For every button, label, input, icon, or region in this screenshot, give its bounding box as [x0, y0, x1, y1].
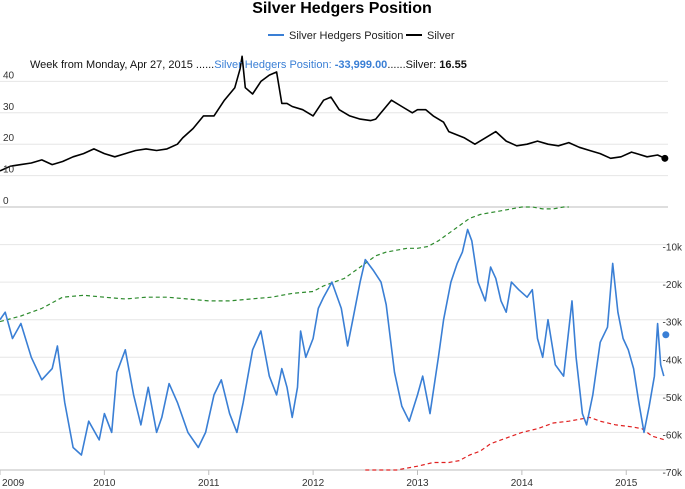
series-line-silver[interactable] — [0, 55, 666, 172]
series-line-dashed-band-2[interactable] — [0, 206, 569, 323]
silver-tick-label: 40 — [3, 70, 15, 81]
x-tick-label: 2012 — [302, 478, 325, 489]
hedgers-tick-label: -50k — [663, 393, 683, 404]
hedgers-tick-label: -70k — [663, 468, 683, 479]
hedgers-tick-label: -20k — [663, 280, 683, 291]
hedgers-axis-ticks: -10k -20k -30k -40k -50k -60k -70k — [663, 243, 683, 479]
hedgers-tick-label: -40k — [663, 355, 683, 366]
hedgers-hover-marker — [662, 331, 670, 339]
hedgers-tick-label: -60k — [663, 430, 683, 441]
hover-markers — [661, 154, 670, 339]
series-layer — [0, 55, 666, 471]
tooltip-prefix: Week from Monday, Apr 27, 2015 ...... — [30, 59, 214, 71]
tooltip: Week from Monday, Apr 27, 2015 ......Sil… — [30, 59, 467, 71]
x-axis-ticks: 2009 2010 2011 2012 2013 2014 2015 — [0, 470, 638, 489]
tooltip-hedgers-value: -33,999.00 — [335, 59, 388, 71]
silver-tick-label: 20 — [3, 133, 15, 144]
svg-text:Week from Monday, Apr 27, 2015: Week from Monday, Apr 27, 2015 ......Sil… — [30, 59, 467, 71]
legend[interactable]: Silver Hedgers Position Silver — [268, 30, 455, 42]
silver-tick-label: 0 — [3, 196, 9, 207]
tooltip-sep: ......Silver: — [387, 59, 439, 71]
x-tick-label: 2015 — [615, 478, 638, 489]
series-line-silver-hedgers-position[interactable] — [0, 228, 665, 456]
tooltip-hedgers-label: Silver Hedgers Position: — [214, 59, 334, 71]
legend-label-silver[interactable]: Silver — [427, 30, 455, 42]
x-tick-label: 2010 — [93, 478, 116, 489]
silver-tick-label: 10 — [3, 165, 15, 176]
hedgers-tick-label: -10k — [663, 243, 683, 254]
x-tick-label: 2009 — [2, 478, 25, 489]
x-tick-label: 2011 — [198, 478, 220, 489]
hedgers-tick-label: -30k — [663, 318, 683, 329]
chart-title: Silver Hedgers Position — [252, 0, 432, 17]
silver-gridlines — [0, 80, 668, 208]
x-tick-label: 2014 — [511, 478, 534, 489]
silver-tick-label: 30 — [3, 102, 15, 113]
x-tick-label: 2013 — [406, 478, 429, 489]
silver-hover-marker — [661, 154, 669, 162]
tooltip-silver-value: 16.55 — [439, 59, 467, 71]
legend-label-hedgers[interactable]: Silver Hedgers Position — [289, 30, 403, 42]
series-line-dashed-band-3[interactable] — [365, 416, 666, 471]
silver-axis-ticks: 0 10 20 30 40 — [3, 70, 15, 207]
